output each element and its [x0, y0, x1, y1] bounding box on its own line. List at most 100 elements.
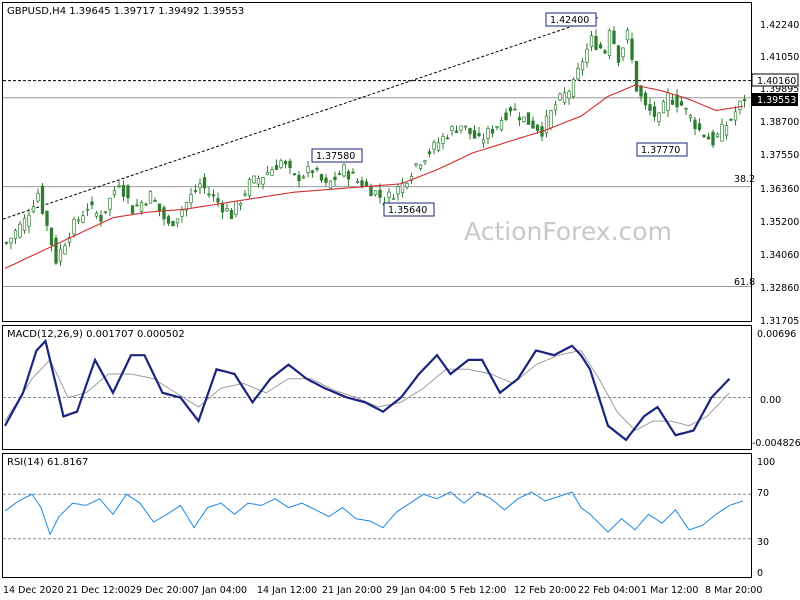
candle-body	[234, 200, 238, 215]
rsi-panel-frame	[2, 453, 752, 578]
candle-body	[643, 92, 648, 106]
candle-body	[418, 164, 423, 169]
candle-body	[139, 201, 144, 212]
candle-body	[742, 99, 747, 102]
x-tick-label: 29 Dec 20:00	[130, 585, 194, 596]
x-tick-label: 21 Dec 12:00	[66, 585, 130, 596]
x-tick-label: 12 Feb 20:00	[514, 585, 576, 596]
candle-body	[639, 85, 643, 97]
rsi-line	[4, 491, 744, 536]
candle-body	[441, 135, 445, 144]
macd-line	[4, 338, 731, 442]
candle-body	[342, 164, 346, 177]
y-tick-label: 1.37550	[760, 150, 799, 161]
candle-body	[499, 120, 504, 131]
candle-body	[9, 237, 13, 244]
x-tick-label: 14 Jan 12:00	[257, 585, 317, 596]
candle-body	[585, 48, 589, 63]
candle-body	[135, 204, 139, 207]
candle-body	[472, 130, 477, 139]
candle-body	[54, 237, 58, 264]
candle-body	[414, 163, 418, 166]
candle-body	[279, 160, 283, 168]
x-tick-label: 21 Jan 20:00	[322, 585, 382, 596]
candle-body	[288, 160, 292, 168]
candle-body	[517, 117, 522, 121]
rsi-header: RSI(14) 61.8167	[7, 457, 88, 468]
candle-body	[486, 128, 490, 139]
macd-y-label: 0.00	[760, 395, 781, 406]
x-tick-label: 22 Feb 04:00	[578, 585, 640, 596]
candle-body	[562, 92, 567, 103]
candle-body	[445, 137, 450, 140]
rsi-y-label: 100	[757, 457, 775, 468]
candle-body	[193, 190, 198, 192]
candle-body	[738, 100, 742, 110]
x-tick-label: 7 Jan 04:00	[193, 585, 247, 596]
candle-body	[18, 223, 22, 238]
candle-body	[306, 166, 310, 173]
candle-body	[733, 111, 738, 121]
candle-body	[22, 217, 27, 231]
candle-body	[346, 171, 351, 180]
annotation-1-label: 1.37580	[316, 151, 355, 162]
candle-body	[405, 183, 409, 188]
candle-body	[630, 38, 634, 60]
macd-panel	[3, 338, 751, 442]
y-tick-label: 1.42240	[760, 20, 799, 31]
candle-body	[688, 115, 693, 118]
candle-body	[724, 125, 729, 136]
candle-body	[45, 210, 49, 226]
candle-body	[148, 191, 153, 204]
annotation-low-label: 1.37770	[641, 145, 680, 156]
price-panel-frame	[2, 2, 752, 322]
candle-body	[693, 119, 697, 130]
candle-body	[72, 219, 76, 235]
candle-body	[261, 177, 265, 185]
candle-body	[225, 208, 229, 212]
y-tick-label: 1.34060	[760, 250, 799, 261]
candle-body	[337, 173, 342, 175]
candle-body	[544, 115, 549, 134]
candle-body	[229, 209, 234, 219]
candle-body	[36, 192, 40, 202]
candle-body	[283, 161, 288, 165]
candle-body	[369, 186, 373, 197]
candle-body	[13, 230, 18, 239]
candle-body	[333, 176, 337, 181]
rsi-y-label: 0	[757, 568, 763, 579]
candle-body	[297, 174, 301, 182]
candle-body	[360, 180, 364, 188]
annotation-2: 1.35640	[383, 202, 435, 217]
annotation-high: 1.42400	[545, 12, 597, 27]
x-tick-label: 5 Feb 12:00	[450, 585, 506, 596]
annotation-2-label: 1.35640	[388, 205, 427, 216]
candle-body	[324, 177, 328, 183]
candle-body	[166, 216, 171, 224]
candle-body	[553, 104, 558, 111]
candle-body	[432, 141, 436, 150]
candle-body	[571, 79, 576, 97]
moving-average-line	[4, 84, 744, 269]
candle-body	[238, 202, 243, 206]
candle-body	[526, 112, 531, 125]
candle-body	[171, 220, 175, 227]
x-tick-label: 14 Dec 2020	[3, 585, 64, 596]
candle-body	[175, 218, 180, 224]
candle-body	[531, 120, 535, 129]
candle-body	[670, 99, 675, 105]
y-tick-label: 1.35200	[760, 217, 799, 228]
candle-body	[130, 205, 135, 214]
candle-body	[616, 45, 621, 63]
candle-body	[157, 203, 162, 212]
candle-body	[247, 179, 252, 197]
candle-body	[252, 175, 256, 184]
candle-body	[81, 215, 85, 223]
candle-body	[319, 174, 324, 181]
candle-body	[427, 151, 432, 155]
watermark: ActionForex.com	[464, 217, 672, 246]
price-panel	[2, 17, 751, 287]
candle-body	[400, 182, 405, 193]
candle-body	[292, 173, 297, 176]
